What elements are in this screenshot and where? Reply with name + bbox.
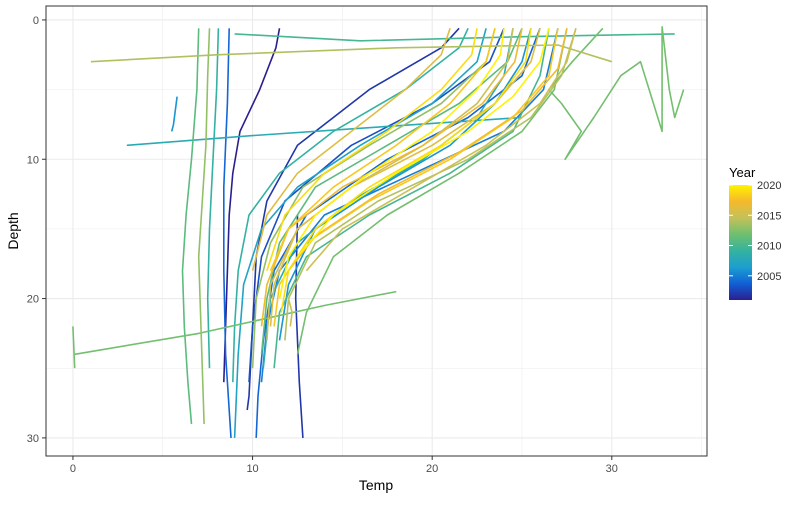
profile-line-2004 [223, 28, 232, 438]
profile-line-2014 [90, 44, 613, 63]
profile-line-2016 [269, 28, 541, 327]
panel-border [45, 5, 708, 457]
profile-line-2020 [278, 28, 505, 299]
profile-line-2009 [232, 27, 469, 383]
profile-line-2015 [305, 28, 577, 272]
profile-line-2011 [260, 27, 523, 355]
profile-line-2012 [74, 290, 397, 356]
profile-line-2015 [266, 28, 514, 341]
profile-line-2006 [278, 28, 532, 341]
profile-line-2020 [296, 28, 550, 258]
profile-line-2001 [223, 28, 281, 383]
profile-line-2010 [273, 28, 550, 369]
profile-line-2013 [197, 28, 211, 425]
x-tick-label: 30 [606, 463, 618, 475]
legend-ticks: 2005 2010 2015 2020 [729, 180, 781, 283]
y-tick-label: 30 [27, 433, 39, 445]
profile-line-2009 [206, 28, 220, 369]
profile-line-2019 [266, 28, 478, 271]
legend-label: 2005 [757, 271, 781, 283]
profile-line-2007 [233, 28, 487, 438]
legend: Year 2005 2010 2015 2020 [729, 165, 781, 300]
profile-line-2008 [126, 116, 523, 147]
grid-layer [46, 6, 707, 456]
profile-line-2012 [72, 326, 76, 369]
profile-line-2010 [234, 33, 675, 42]
profile-line-2011 [181, 28, 200, 425]
profile-line-2014 [284, 28, 577, 341]
legend-label: 2010 [757, 241, 781, 253]
legend-title: Year [729, 165, 756, 180]
y-tick-label: 20 [27, 294, 39, 306]
profile-line-2015 [287, 298, 293, 327]
x-tick-label: 20 [426, 463, 438, 475]
profile-line-2019 [280, 28, 532, 313]
x-axis: 0 10 20 30 [70, 456, 618, 475]
legend-label: 2015 [757, 210, 781, 222]
x-axis-title: Temp [359, 477, 393, 493]
y-tick-label: 0 [33, 15, 39, 27]
profile-line-2018 [269, 28, 496, 272]
y-axis-title: Depth [5, 212, 21, 249]
legend-colorbar [729, 185, 752, 300]
profile-lines [72, 26, 685, 438]
profile-line-2017 [260, 28, 523, 327]
y-axis: 0 10 20 30 [27, 15, 46, 445]
profile-line-2012 [548, 26, 685, 161]
profile-line-2012 [296, 28, 568, 355]
y-tick-label: 10 [27, 154, 39, 166]
x-tick-label: 0 [70, 463, 76, 475]
profile-line-2006 [170, 96, 178, 132]
x-tick-label: 10 [246, 463, 258, 475]
profile-line-2016 [251, 28, 451, 271]
panel-background [46, 6, 707, 456]
legend-label: 2020 [757, 180, 781, 192]
